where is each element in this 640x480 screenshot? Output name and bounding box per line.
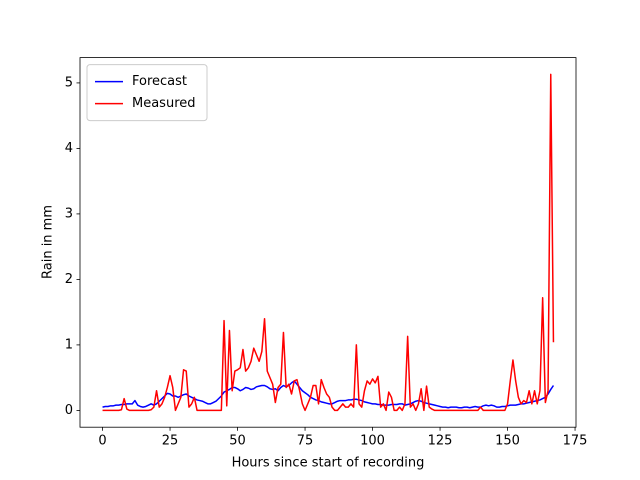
x-tick-label: 50 <box>229 434 246 449</box>
x-tick-label: 175 <box>563 434 588 449</box>
y-tick-label: 1 <box>65 337 73 352</box>
x-tick-label: 0 <box>98 434 106 449</box>
line-series <box>102 380 555 409</box>
x-tick-label: 75 <box>297 434 314 449</box>
y-tick-label: 5 <box>65 75 73 90</box>
y-tick-label: 0 <box>65 403 73 418</box>
y-axis-label: Rain in mm <box>41 205 56 279</box>
legend-label: Forecast <box>132 74 187 89</box>
y-tick-label: 4 <box>65 141 73 156</box>
line-series <box>102 73 555 412</box>
x-tick-label: 150 <box>495 434 520 449</box>
x-tick-label: 25 <box>162 434 179 449</box>
y-tick-label: 3 <box>65 206 73 221</box>
x-tick-label: 100 <box>360 434 385 449</box>
legend-label: Measured <box>132 96 196 111</box>
x-tick-label: 125 <box>428 434 453 449</box>
axes-frame <box>79 57 577 428</box>
legend-box <box>86 64 208 122</box>
y-tick-label: 2 <box>65 272 73 287</box>
x-axis-label: Hours since start of recording <box>232 456 425 471</box>
